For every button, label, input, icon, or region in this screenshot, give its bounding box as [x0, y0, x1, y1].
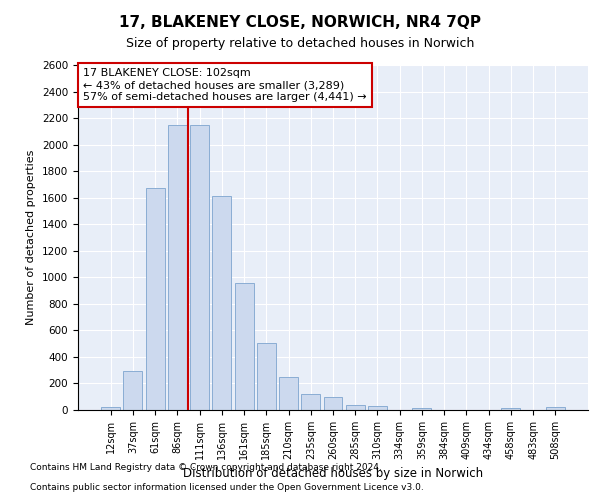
Bar: [257, 343, 276, 410]
Y-axis label: Number of detached properties: Number of detached properties: [26, 150, 37, 325]
Bar: [346, 406, 365, 410]
Text: Contains public sector information licensed under the Open Government Licence v3: Contains public sector information licen…: [30, 484, 424, 492]
X-axis label: Distribution of detached houses by size in Norwich: Distribution of detached houses by size …: [183, 468, 483, 480]
Text: 17 BLAKENEY CLOSE: 102sqm
← 43% of detached houses are smaller (3,289)
57% of se: 17 BLAKENEY CLOSE: 102sqm ← 43% of detac…: [83, 68, 367, 102]
Bar: [146, 188, 164, 410]
Bar: [190, 124, 209, 410]
Bar: [168, 124, 187, 410]
Bar: [124, 371, 142, 410]
Text: Contains HM Land Registry data © Crown copyright and database right 2024.: Contains HM Land Registry data © Crown c…: [30, 464, 382, 472]
Bar: [323, 398, 343, 410]
Bar: [301, 394, 320, 410]
Bar: [101, 408, 120, 410]
Bar: [502, 408, 520, 410]
Bar: [279, 377, 298, 410]
Text: Size of property relative to detached houses in Norwich: Size of property relative to detached ho…: [126, 38, 474, 51]
Bar: [412, 408, 431, 410]
Text: 17, BLAKENEY CLOSE, NORWICH, NR4 7QP: 17, BLAKENEY CLOSE, NORWICH, NR4 7QP: [119, 15, 481, 30]
Bar: [212, 196, 231, 410]
Bar: [235, 282, 254, 410]
Bar: [546, 408, 565, 410]
Bar: [368, 406, 387, 410]
